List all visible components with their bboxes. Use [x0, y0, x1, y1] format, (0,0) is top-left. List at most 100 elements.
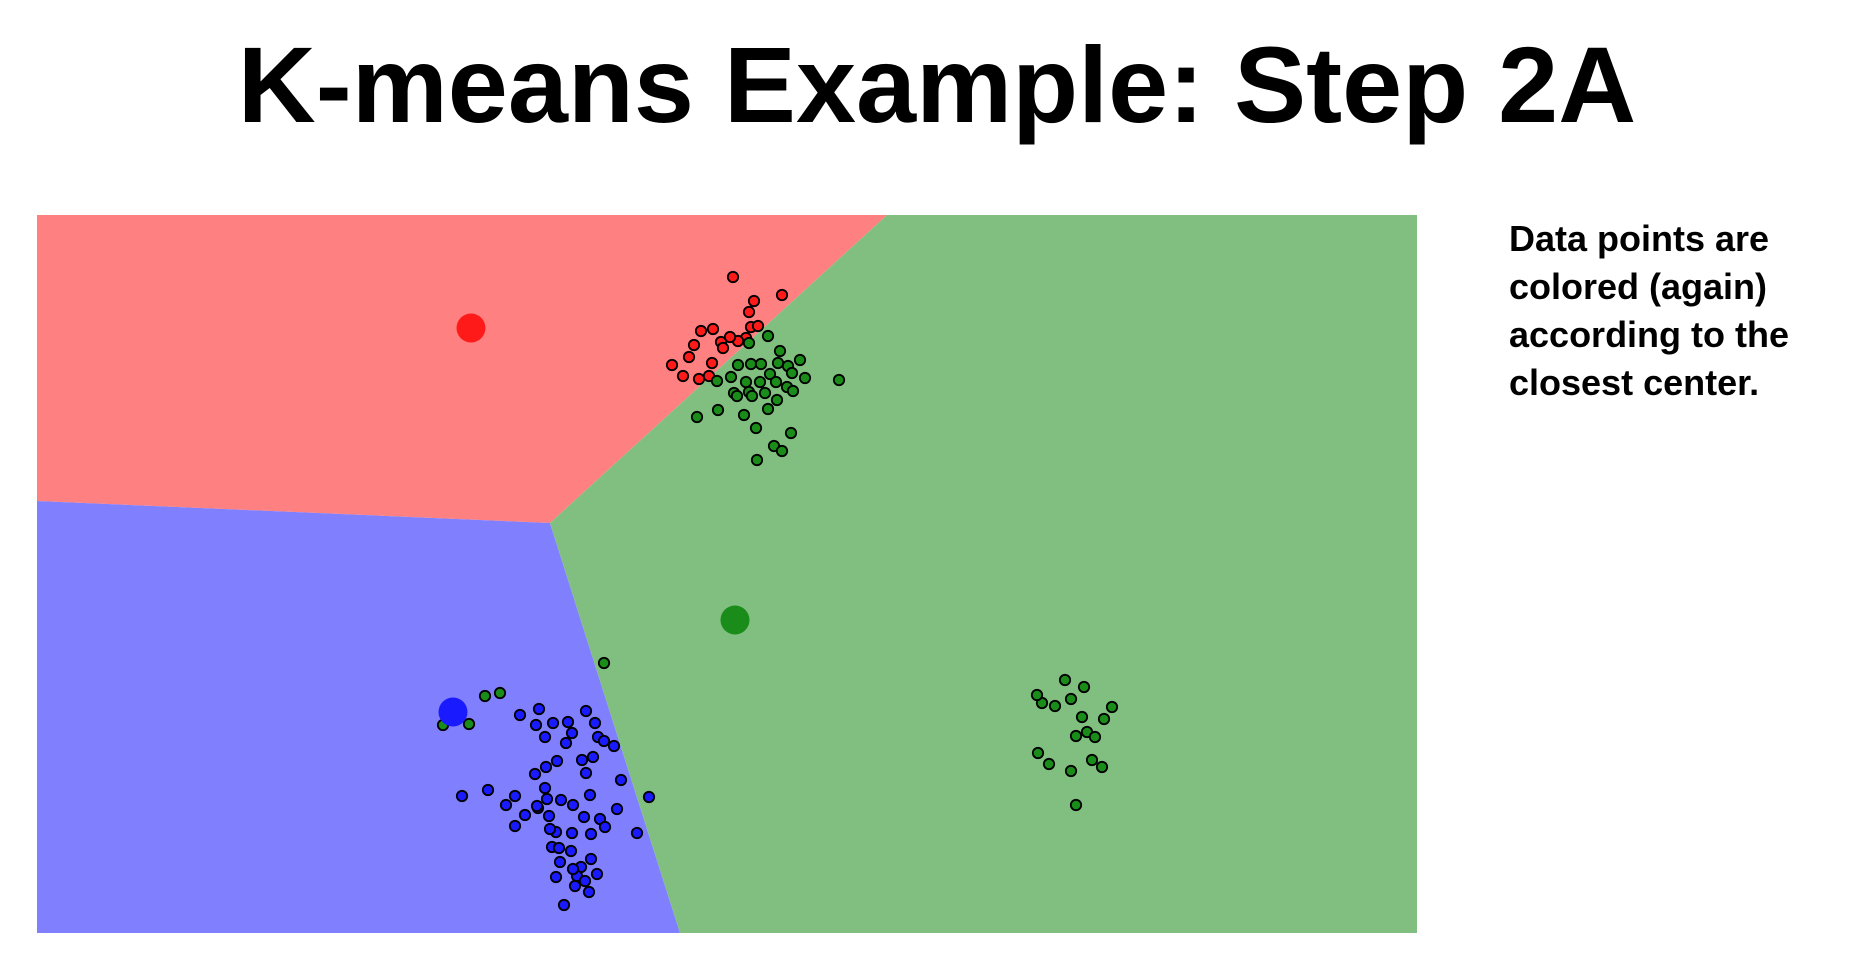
data-point-blue [539, 760, 553, 774]
data-point-red [687, 338, 701, 352]
cluster-center-green [720, 605, 750, 635]
voronoi-regions [37, 215, 1417, 933]
data-point-green [1069, 729, 1083, 743]
data-point-green [773, 344, 787, 358]
data-point-red [751, 319, 765, 333]
data-point-green [744, 357, 758, 371]
data-point-red [682, 350, 696, 364]
data-point-blue [508, 789, 522, 803]
data-point-blue [588, 716, 602, 730]
data-point-green [1069, 798, 1083, 812]
data-point-blue [529, 718, 543, 732]
data-point-green [1048, 699, 1062, 713]
data-point-green [1075, 710, 1089, 724]
data-point-green [730, 389, 744, 403]
data-point-green [745, 389, 759, 403]
data-point-green [1064, 692, 1078, 706]
data-point-blue [528, 767, 542, 781]
data-point-blue [553, 855, 567, 869]
data-point-blue [561, 715, 575, 729]
data-point-green [758, 386, 772, 400]
caption-text: Data points are colored (again) accordin… [1509, 215, 1849, 407]
data-point-blue [575, 753, 589, 767]
data-point-green [1064, 764, 1078, 778]
data-point-blue [579, 704, 593, 718]
data-point-green [462, 717, 476, 731]
data-point-red [742, 305, 756, 319]
cluster-centers [438, 313, 750, 727]
data-point-green [1095, 760, 1109, 774]
data-point-green [763, 367, 777, 381]
caption-line-3: according to the [1509, 314, 1790, 355]
data-point-blue [518, 808, 532, 822]
data-point-blue [590, 867, 604, 881]
data-point-blue [481, 783, 495, 797]
data-point-green [1077, 680, 1091, 694]
caption-line-2: colored (again) [1509, 266, 1768, 307]
data-point-blue [550, 754, 564, 768]
data-point-green [493, 686, 507, 700]
data-point-blue [552, 841, 566, 855]
data-points [436, 270, 1119, 912]
data-point-green [737, 408, 751, 422]
data-point-green [711, 403, 725, 417]
data-point-red [716, 341, 730, 355]
data-point-blue [610, 802, 624, 816]
data-point-green [739, 375, 753, 389]
data-point-green [1042, 757, 1056, 771]
data-point-blue [630, 826, 644, 840]
data-point-green [742, 336, 756, 350]
data-point-blue [584, 827, 598, 841]
data-point-red [705, 356, 719, 370]
data-point-green [478, 689, 492, 703]
data-point-blue [568, 879, 582, 893]
data-point-green [1097, 712, 1111, 726]
data-point-blue [508, 819, 522, 833]
data-point-blue [566, 798, 580, 812]
data-point-blue [578, 874, 592, 888]
data-point-green [761, 329, 775, 343]
data-point-blue [583, 788, 597, 802]
data-point-green [710, 374, 724, 388]
data-point-green [793, 353, 807, 367]
data-point-blue [642, 790, 656, 804]
data-point-green [754, 357, 768, 371]
data-point-green [786, 384, 800, 398]
data-point-green [775, 444, 789, 458]
data-point-blue [565, 826, 579, 840]
caption-line-1: Data points are [1509, 218, 1770, 259]
data-point-blue [538, 730, 552, 744]
data-point-blue [549, 870, 563, 884]
data-point-green [832, 373, 846, 387]
data-point-green [1088, 730, 1102, 744]
data-point-blue [579, 766, 593, 780]
data-point-blue [582, 885, 596, 899]
region-red [37, 215, 887, 523]
data-point-blue [540, 792, 554, 806]
data-point-green [749, 421, 763, 435]
data-point-green [769, 375, 783, 389]
cluster-center-red [456, 313, 486, 343]
data-point-green [1030, 688, 1044, 702]
data-point-blue [546, 716, 560, 730]
data-point-green [1058, 673, 1072, 687]
data-point-blue [584, 852, 598, 866]
data-point-blue [532, 702, 546, 716]
data-point-green [1105, 700, 1119, 714]
data-point-red [692, 372, 706, 386]
data-point-green [1085, 753, 1099, 767]
data-point-red [723, 330, 737, 344]
data-point-blue [499, 798, 513, 812]
data-point-green [785, 366, 799, 380]
data-point-green [753, 375, 767, 389]
data-point-red [676, 369, 690, 383]
data-point-blue [559, 736, 573, 750]
kmeans-voronoi-plot [37, 215, 1417, 933]
data-point-blue [557, 898, 571, 912]
data-point-green [771, 356, 785, 370]
data-point-blue [566, 862, 580, 876]
data-point-red [665, 358, 679, 372]
data-point-blue [565, 726, 579, 740]
data-point-blue [597, 734, 611, 748]
data-point-green [724, 370, 738, 384]
